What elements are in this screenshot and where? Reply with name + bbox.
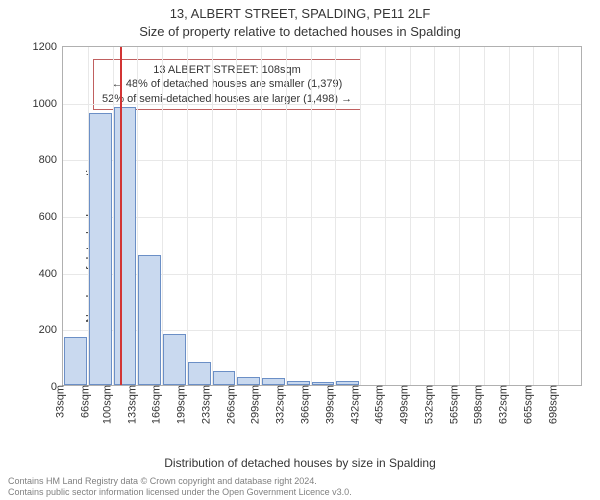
gridline-v (509, 47, 510, 385)
x-tick-label: 199sqm (172, 385, 188, 424)
property-info-box: 13 ALBERT STREET: 108sqm ← 48% of detach… (93, 59, 361, 110)
histogram-bar (262, 378, 285, 385)
histogram-bar (213, 371, 236, 385)
x-tick-label: 166sqm (147, 385, 163, 424)
x-tick-label: 665sqm (518, 385, 534, 424)
x-tick-label: 399sqm (320, 385, 336, 424)
x-tick-label: 100sqm (97, 385, 113, 424)
x-tick-label: 632sqm (494, 385, 510, 424)
x-tick-label: 598sqm (469, 385, 485, 424)
x-tick-label: 299sqm (246, 385, 262, 424)
x-tick-label: 432sqm (345, 385, 361, 424)
y-tick-label: 1200 (33, 41, 63, 53)
chart-container: 13, ALBERT STREET, SPALDING, PE11 2LF Si… (0, 0, 600, 500)
x-axis-label: Distribution of detached houses by size … (0, 456, 600, 470)
footer-line1: Contains HM Land Registry data © Crown c… (8, 476, 352, 487)
histogram-bar (188, 362, 211, 385)
histogram-bar (138, 255, 161, 385)
gridline-v (484, 47, 485, 385)
gridline-v (360, 47, 361, 385)
x-tick-label: 465sqm (370, 385, 386, 424)
y-tick-label: 400 (39, 268, 63, 280)
gridline-h (63, 217, 581, 218)
y-tick-label: 600 (39, 211, 63, 223)
histogram-bar (237, 377, 260, 386)
chart-title-sub: Size of property relative to detached ho… (0, 24, 600, 39)
x-tick-label: 565sqm (444, 385, 460, 424)
histogram-bar (89, 113, 112, 385)
gridline-v (212, 47, 213, 385)
x-tick-label: 33sqm (51, 385, 67, 418)
plot-area: 13 ALBERT STREET: 108sqm ← 48% of detach… (62, 46, 582, 386)
x-tick-label: 233sqm (196, 385, 212, 424)
gridline-v (236, 47, 237, 385)
gridline-v (558, 47, 559, 385)
y-tick-label: 200 (39, 324, 63, 336)
x-tick-label: 332sqm (271, 385, 287, 424)
gridline-v (187, 47, 188, 385)
y-tick-label: 800 (39, 154, 63, 166)
infobox-line1: 13 ALBERT STREET: 108sqm (102, 63, 352, 77)
gridline-v (533, 47, 534, 385)
x-tick-label: 532sqm (419, 385, 435, 424)
chart-title-address: 13, ALBERT STREET, SPALDING, PE11 2LF (0, 6, 600, 21)
x-tick-label: 698sqm (543, 385, 559, 424)
x-tick-label: 266sqm (221, 385, 237, 424)
gridline-v (335, 47, 336, 385)
footer-line2: Contains public sector information licen… (8, 487, 352, 498)
gridline-h (63, 160, 581, 161)
y-tick-label: 1000 (33, 98, 63, 110)
gridline-v (311, 47, 312, 385)
property-marker-line (120, 47, 122, 385)
gridline-v (385, 47, 386, 385)
histogram-bar (114, 107, 137, 385)
gridline-v (434, 47, 435, 385)
infobox-line2: ← 48% of detached houses are smaller (1,… (102, 77, 352, 91)
x-tick-label: 499sqm (394, 385, 410, 424)
chart-footer: Contains HM Land Registry data © Crown c… (8, 476, 352, 498)
histogram-bar (64, 337, 87, 385)
x-tick-label: 133sqm (122, 385, 138, 424)
gridline-v (261, 47, 262, 385)
gridline-v (410, 47, 411, 385)
x-tick-label: 66sqm (76, 385, 92, 418)
gridline-v (459, 47, 460, 385)
gridline-v (286, 47, 287, 385)
gridline-h (63, 104, 581, 105)
histogram-bar (163, 334, 186, 385)
x-tick-label: 366sqm (295, 385, 311, 424)
